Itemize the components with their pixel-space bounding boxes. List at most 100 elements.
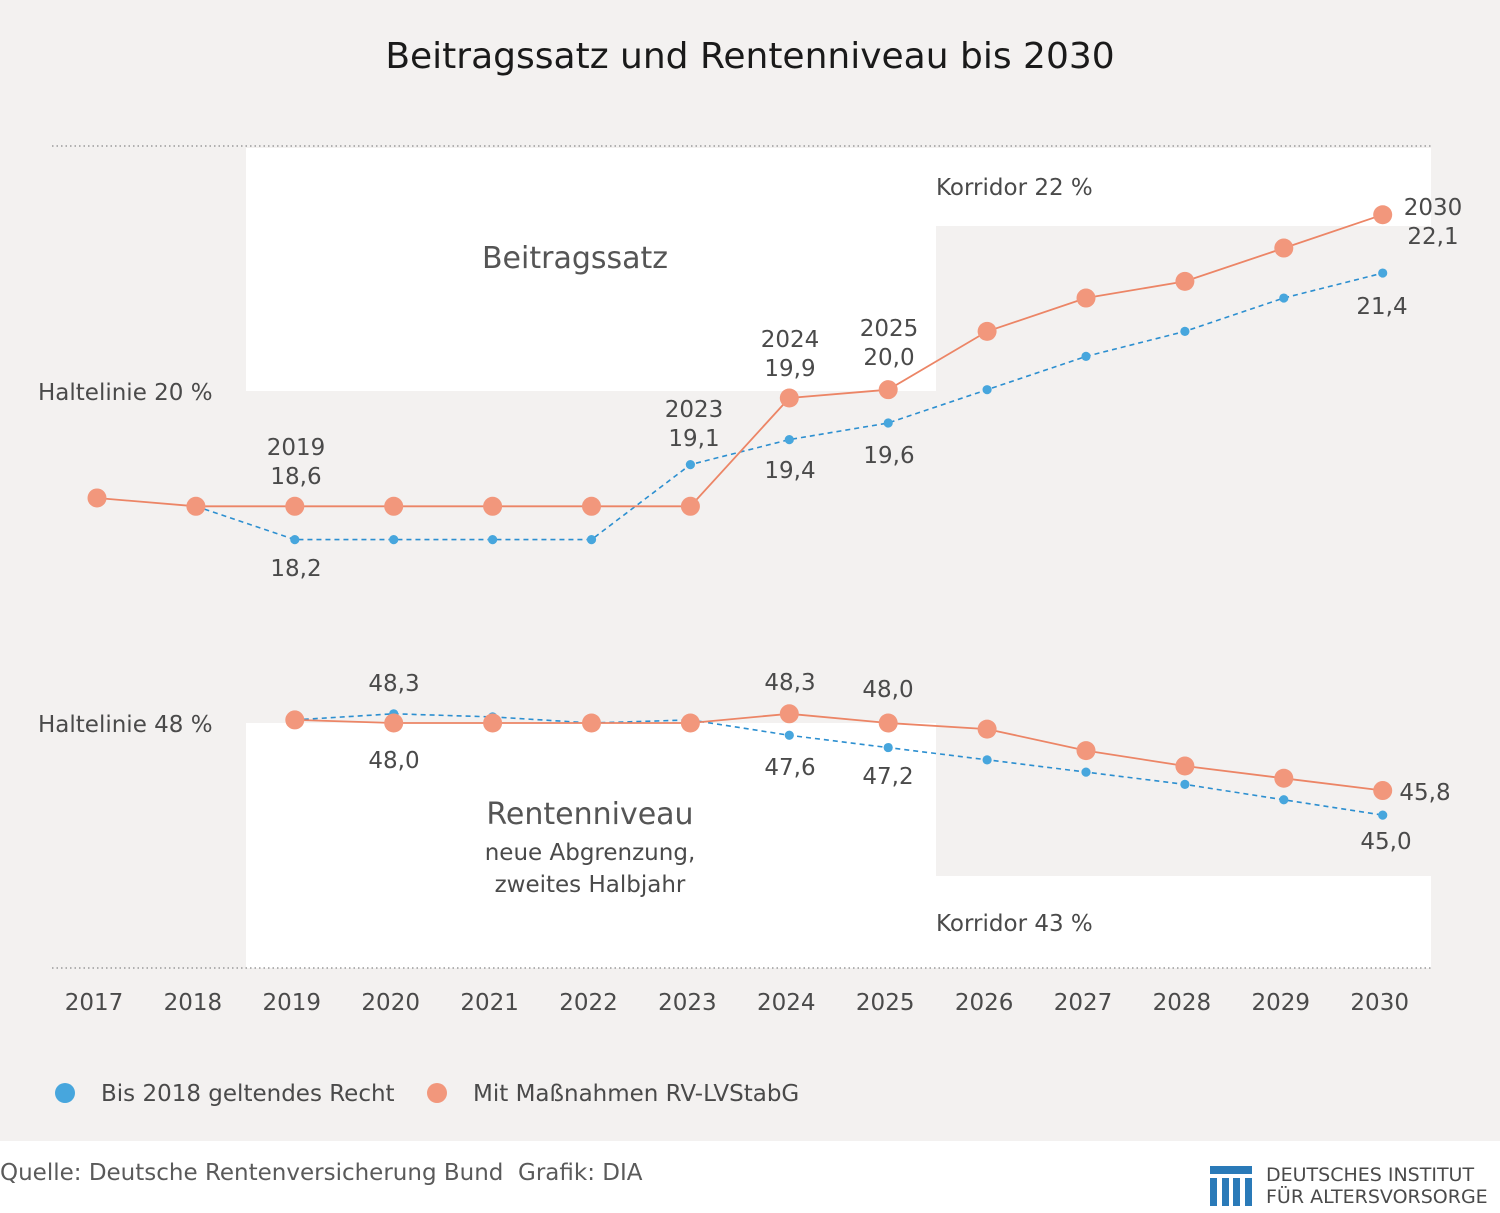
rentenniveau-sublabel-1: neue Abgrenzung, [485,840,696,866]
korridor-43-label: Korridor 43 % [936,911,1093,937]
beitragssatz-point-bis-2018-2025 [883,418,893,428]
rentenniveau-line-bis-2018 [294,712,1383,816]
data-label-beitragssatz-2024-rv-lvstabg-1: 19,9 [764,356,815,382]
x-tick-label-2030: 2030 [1350,990,1409,1016]
beitragssatz-point-rv-lvstabg-2021 [483,496,503,516]
beitragssatz-point-bis-2018-2023 [685,460,696,470]
data-label-beitragssatz-2019-rv-lvstabg-0: 2019 [267,435,326,461]
beitragssatz-point-bis-2018-2026 [982,385,992,395]
data-label-beitragssatz-2019-rv-lvstabg-1: 18,6 [270,464,321,490]
beitragssatz-point-bis-2018-2024 [784,435,794,445]
rentenniveau-point-bis-2018-2030 [1378,810,1388,820]
x-tick-label-2022: 2022 [559,990,618,1016]
legend-marker-bis-2018 [55,1083,75,1103]
rentenniveau-line-rv-lvstabg [294,712,1383,792]
data-label-beitragssatz-2025-bis-2018-0: 19,6 [863,443,914,469]
rentenniveau-point-bis-2018-2026 [982,755,992,765]
rentenniveau-point-rv-lvstabg-2028 [1175,756,1195,776]
data-label-rentenniveau-2020-rv-lvstabg-0: 48,0 [368,748,419,774]
data-label-rentenniveau-2025-bis-2018-0: 47,2 [862,764,913,790]
x-tick-label-2026: 2026 [955,990,1014,1016]
data-label-rentenniveau-2024-bis-2018-0: 47,6 [764,755,815,781]
source-text: Quelle: Deutsche Rentenversicherung Bund [0,1160,504,1186]
x-tick-label-2028: 2028 [1153,990,1212,1016]
rentenniveau-point-bis-2018-2029 [1279,795,1289,805]
data-label-rentenniveau-2020-bis-2018-0: 48,3 [368,671,419,697]
data-label-beitragssatz-2024-bis-2018-0: 19,4 [764,458,815,484]
credit-text: Grafik: DIA [518,1160,643,1186]
dia-logo-icon [1210,1166,1252,1206]
rentenniveau-point-bis-2018-2027 [1081,767,1091,777]
haltelinie-48-label: Haltelinie 48 % [38,712,213,738]
dia-logo-text: DEUTSCHES INSTITUT FÜR ALTERSVORSORGE [1266,1164,1488,1208]
data-label-beitragssatz-2030-bis-2018-0: 21,4 [1356,294,1407,320]
rentenniveau-point-rv-lvstabg-2022 [582,713,601,733]
rentenniveau-point-rv-lvstabg-2023 [680,713,700,733]
rentenniveau-point-rv-lvstabg-2027 [1076,741,1096,761]
footer-source: Quelle: Deutsche Rentenversicherung Bund… [0,1160,642,1186]
data-label-rentenniveau-2030-bis-2018-0: 45,0 [1360,829,1411,855]
x-tick-label-2027: 2027 [1054,990,1113,1016]
beitragssatz-point-bis-2018-2030 [1378,268,1388,278]
data-label-beitragssatz-2025-rv-lvstabg-0: 2025 [860,316,919,342]
data-label-rentenniveau-2025-rv-lvstabg-0: 48,0 [862,677,913,703]
beitragssatz-point-rv-lvstabg-2022 [582,496,601,516]
legend-label-bis-2018: Bis 2018 geltendes Recht [101,1081,395,1107]
x-tick-label-2021: 2021 [460,990,519,1016]
beitragssatz-point-rv-lvstabg-2020 [384,496,404,516]
panel-label-rentenniveau: Rentenniveau [486,797,693,832]
x-tick-label-2018: 2018 [164,990,223,1016]
beitragssatz-point-rv-lvstabg-2025 [878,380,898,400]
beitragssatz-point-bis-2018-2027 [1081,351,1091,361]
beitragssatz-point-bis-2018-2028 [1180,326,1190,336]
korridor-22-label: Korridor 22 % [936,175,1093,201]
rentenniveau-point-rv-lvstabg-2021 [483,713,503,733]
beitragssatz-point-bis-2018-2022 [586,535,597,545]
dia-logo: DEUTSCHES INSTITUT FÜR ALTERSVORSORGE [1210,1164,1500,1209]
legend-marker-rv-lvstabg [427,1083,447,1103]
data-label-beitragssatz-2023-bis-2018-0: 2023 [665,397,724,423]
beitragssatz-point-rv-lvstabg-2026 [977,321,997,341]
beitragssatz-line-rv-lvstabg [96,213,1383,508]
rentenniveau-point-rv-lvstabg-2025 [878,713,898,733]
beitragssatz-point-bis-2018-2021 [488,535,498,545]
data-label-beitragssatz-2023-bis-2018-1: 19,1 [668,426,719,452]
data-label-beitragssatz-2024-rv-lvstabg-0: 2024 [761,327,820,353]
data-label-rentenniveau-2024-rv-lvstabg-0: 48,3 [764,670,815,696]
x-tick-label-2023: 2023 [658,990,717,1016]
rentenniveau-point-rv-lvstabg-2030 [1373,781,1393,801]
beitragssatz-point-rv-lvstabg-2023 [680,496,700,516]
rentenniveau-point-rv-lvstabg-2020 [384,713,404,733]
beitragssatz-point-bis-2018-2029 [1279,293,1289,303]
x-tick-label-2017: 2017 [65,990,124,1016]
beitragssatz-point-rv-lvstabg-2028 [1175,271,1195,291]
beitragssatz-point-bis-2018-2020 [389,535,399,545]
beitragssatz-point-rv-lvstabg-2027 [1076,288,1096,308]
upper-band-right [936,148,1431,226]
rentenniveau-point-rv-lvstabg-2026 [977,719,997,739]
panel-label-beitragssatz: Beitragssatz [482,241,668,276]
rentenniveau-point-bis-2018-2024 [784,730,794,740]
korridor-43-area [936,723,1431,876]
x-tick-label-2025: 2025 [856,990,915,1016]
legend-label-rv-lvstabg: Mit Maßnahmen RV-LVStabG [473,1081,799,1107]
x-tick-label-2029: 2029 [1252,990,1311,1016]
chart-title: Beitragssatz und Rentenniveau bis 2030 [385,36,1114,77]
x-tick-label-2024: 2024 [757,990,816,1016]
logo-line-1: DEUTSCHES INSTITUT [1266,1164,1475,1186]
beitragssatz-point-rv-lvstabg-2024 [779,388,799,408]
x-tick-label-2019: 2019 [263,990,322,1016]
data-label-beitragssatz-2025-rv-lvstabg-1: 20,0 [863,345,914,371]
haltelinie-20-label: Haltelinie 20 % [38,380,213,406]
korridor-22-area [936,226,1431,391]
beitragssatz-point-rv-lvstabg-2030 [1373,205,1393,225]
data-label-beitragssatz-2030-rv-lvstabg-0: 2030 [1404,195,1463,221]
x-tick-label-2020: 2020 [361,990,420,1016]
beitragssatz-point-rv-lvstabg-2018 [186,496,206,516]
beitragssatz-point-rv-lvstabg-2029 [1274,238,1294,258]
logo-line-2: FÜR ALTERSVORSORGE [1266,1186,1488,1208]
rentenniveau-sublabel-2: zweites Halbjahr [495,872,686,898]
beitragssatz-point-rv-lvstabg-2017 [87,488,107,508]
beitragssatz-point-bis-2018-2019 [290,535,300,545]
